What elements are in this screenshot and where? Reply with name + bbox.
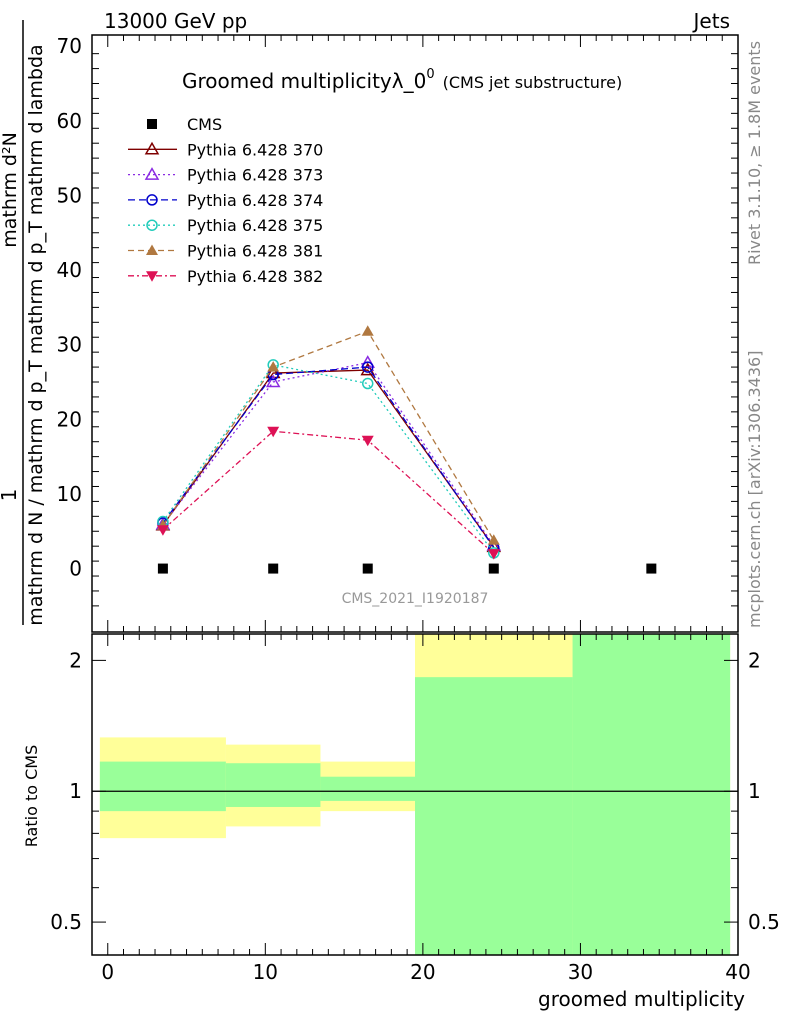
analysis-watermark: CMS_2021_I1920187 xyxy=(342,591,489,607)
header-right: Jets xyxy=(692,9,730,33)
series-0-point-3 xyxy=(488,563,499,574)
ratio-plot-frame xyxy=(91,633,739,956)
y-tick-label-50: 50 xyxy=(57,183,82,207)
main-plot-frame xyxy=(91,34,739,633)
legend-marker-3 xyxy=(146,194,158,206)
series-0-point-1 xyxy=(268,563,279,574)
ratio-band-green-2 xyxy=(320,776,415,801)
series-3 xyxy=(157,361,500,554)
series-0-point-2 xyxy=(362,563,373,574)
ratio-y-label: Ratio to CMS xyxy=(22,745,41,847)
chart-title: Groomed multiplicityλ_00 (CMS jet substru… xyxy=(182,67,622,93)
y-tick-label-30: 30 xyxy=(57,333,82,357)
legend-label-2: Pythia 6.428 373 xyxy=(187,166,323,185)
series-0-point-4 xyxy=(646,563,657,574)
plot-frames xyxy=(91,34,739,956)
series-3-point-2 xyxy=(361,361,374,373)
mcplots-label: mcplots.cern.ch [arXiv:1306.3436] xyxy=(745,351,764,628)
rivet-version-label: Rivet 3.1.10, ≥ 1.8M events xyxy=(745,41,764,265)
y-label-numerator: mathrm d²N xyxy=(0,132,21,248)
x-tick-label-0: 0 xyxy=(101,960,114,984)
y-label-denominator: mathrm d N / mathrm d p_T mathrm d p_T m… xyxy=(25,44,47,625)
header-left: 13000 GeV pp xyxy=(104,9,247,33)
legend-label-4: Pythia 6.428 375 xyxy=(187,216,323,235)
legend-marker-4 xyxy=(146,219,158,231)
series-5-point-1 xyxy=(267,361,280,372)
series-4-point-2 xyxy=(361,377,374,390)
y-tick-label-20: 20 xyxy=(57,407,82,431)
y-label-prefix: 1 xyxy=(0,489,21,502)
series-6 xyxy=(156,426,500,560)
x-axis-label: groomed multiplicity xyxy=(538,987,745,1011)
series-2 xyxy=(155,355,502,551)
y-axis-label-main: 1 mathrm d²N mathrm d N / mathrm d p_T m… xyxy=(0,20,47,626)
axis-ticks: 0 10 20 30 40 0 10 20 30 40 50 60 70 0.5 0.5 1 1 2 2 xyxy=(50,34,780,984)
chart-title-main: Groomed multiplicityλ_0 xyxy=(182,69,426,93)
series-2-point-1 xyxy=(265,374,281,388)
y-tick-label-0: 0 xyxy=(69,557,82,581)
y-tick-label-60: 60 xyxy=(57,109,82,133)
series-6-point-0 xyxy=(156,525,169,536)
ratio-band-green-1 xyxy=(225,763,321,807)
chart-title-sup: 0 xyxy=(426,67,434,82)
svg-text:Groomed multiplicityλ_00(CMS j: Groomed multiplicityλ_00 (CMS jet substru… xyxy=(182,67,622,93)
legend-marker-2 xyxy=(144,167,160,180)
y-tick-label-10: 10 xyxy=(57,482,82,506)
x-tick-label-30: 30 xyxy=(568,960,593,984)
series-line-3 xyxy=(162,366,495,549)
ratio-y-tick-label-right-0: 0.5 xyxy=(748,910,780,934)
ratio-band-green-3 xyxy=(415,677,573,955)
series-1-point-1 xyxy=(265,365,281,379)
series-0 xyxy=(157,563,657,574)
x-tick-label-20: 20 xyxy=(410,960,435,984)
ratio-band-green-0 xyxy=(99,761,226,812)
series-6-point-3 xyxy=(487,549,500,560)
ratio-y-tick-label-right-1: 1 xyxy=(748,779,761,803)
series-5 xyxy=(156,325,500,545)
series-1 xyxy=(155,362,502,553)
series-line-4 xyxy=(162,364,495,554)
legend-label-0: CMS xyxy=(187,115,222,134)
legend-label-6: Pythia 6.428 382 xyxy=(187,267,323,286)
series-line-6 xyxy=(162,430,495,555)
data-series xyxy=(155,325,657,574)
legend: CMS Pythia 6.428 370 Pythia 6.428 373 Pythi… xyxy=(128,115,323,286)
series-0-point-0 xyxy=(157,563,168,574)
ratio-band-green-4 xyxy=(572,634,731,955)
chart-title-sub: (CMS jet substructure) xyxy=(443,73,623,92)
series-6-point-2 xyxy=(361,435,374,447)
ratio-bands xyxy=(92,634,738,955)
ratio-y-tick-label-left-0: 0.5 xyxy=(50,910,82,934)
series-5-point-2 xyxy=(361,325,374,336)
series-line-5 xyxy=(162,330,495,541)
x-tick-label-40: 40 xyxy=(725,960,750,984)
series-1-point-2 xyxy=(360,362,376,376)
ratio-y-tick-label-left-2: 2 xyxy=(69,648,82,672)
legend-marker-1 xyxy=(144,141,160,155)
legend-label-5: Pythia 6.428 381 xyxy=(187,242,323,261)
legend-label-3: Pythia 6.428 374 xyxy=(187,191,323,210)
y-tick-label-40: 40 xyxy=(57,258,82,282)
series-5-point-3 xyxy=(487,534,500,545)
ratio-y-tick-label-right-2: 2 xyxy=(748,648,761,672)
ratio-y-tick-label-left-1: 1 xyxy=(69,779,82,803)
legend-marker-5 xyxy=(146,244,158,255)
legend-marker-6 xyxy=(146,271,158,282)
y-tick-label-70: 70 xyxy=(57,34,82,58)
legend-marker-0 xyxy=(147,119,157,129)
x-tick-label-10: 10 xyxy=(253,960,278,984)
legend-label-1: Pythia 6.428 370 xyxy=(187,140,323,159)
series-line-2 xyxy=(162,361,495,546)
series-6-point-1 xyxy=(267,426,280,438)
